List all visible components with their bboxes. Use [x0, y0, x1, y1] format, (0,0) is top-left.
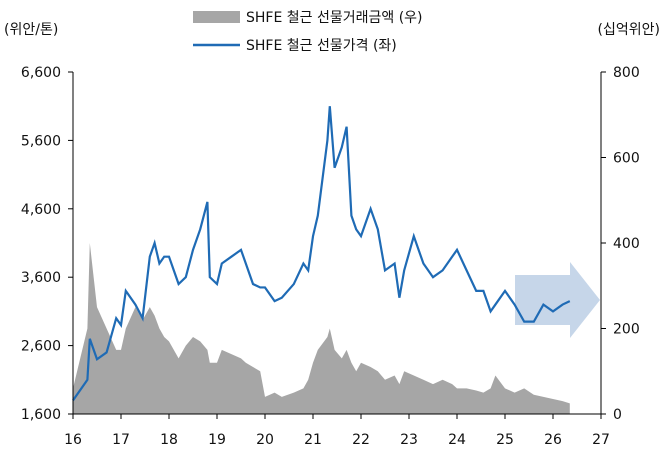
- y-tick-label: 5,600: [21, 133, 61, 149]
- x-tick-label: 16: [64, 432, 82, 448]
- legend-swatch: [193, 11, 240, 23]
- price-line: [72, 106, 571, 401]
- x-tick-label: 27: [592, 432, 610, 448]
- y2-tick-label: 0: [613, 407, 622, 423]
- x-tick-label: 20: [256, 432, 274, 448]
- y-tick-label: 6,600: [21, 65, 61, 81]
- y2-tick-label: 600: [613, 151, 640, 167]
- y-axis-label: (위안/톤): [4, 22, 58, 38]
- x-tick-label: 21: [304, 432, 322, 448]
- x-tick-label: 23: [400, 432, 418, 448]
- legend-label: SHFE 철근 선물가격 (좌): [246, 38, 397, 54]
- legend-label: SHFE 철근 선물거래금액 (우): [246, 10, 423, 26]
- x-tick-label: 18: [160, 432, 178, 448]
- y2-axis-label: (십억위안): [598, 22, 660, 38]
- x-tick-label: 25: [496, 432, 514, 448]
- volume-area: [73, 243, 570, 414]
- x-tick-label: 22: [352, 432, 370, 448]
- y-tick-label: 1,600: [21, 407, 61, 423]
- trend-arrow: [515, 262, 600, 338]
- y2-tick-label: 800: [613, 65, 640, 81]
- x-tick-label: 19: [208, 432, 226, 448]
- x-tick-label: 26: [544, 432, 562, 448]
- y-tick-label: 3,600: [21, 270, 61, 286]
- x-tick-label: 24: [448, 432, 466, 448]
- y2-tick-label: 400: [613, 236, 640, 252]
- y-tick-label: 2,600: [21, 339, 61, 355]
- y-tick-label: 4,600: [21, 202, 61, 218]
- x-tick-label: 17: [112, 432, 130, 448]
- y2-tick-label: 200: [613, 322, 640, 338]
